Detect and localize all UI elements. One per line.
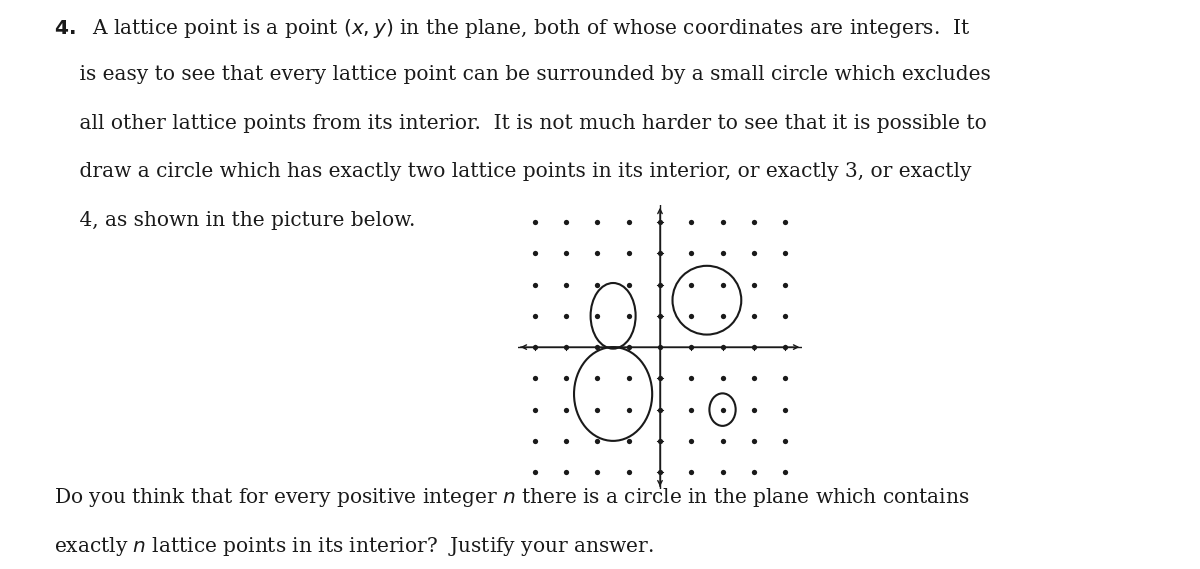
Text: 4, as shown in the picture below.: 4, as shown in the picture below. [54,211,415,229]
Text: $\mathbf{4.}$  A lattice point is a point $(x,y)$ in the plane, both of whose co: $\mathbf{4.}$ A lattice point is a point… [54,17,971,40]
Text: Do you think that for every positive integer $n$ there is a circle in the plane : Do you think that for every positive int… [54,486,970,509]
Text: draw a circle which has exactly two lattice points in its interior, or exactly 3: draw a circle which has exactly two latt… [54,162,972,181]
Text: exactly $n$ lattice points in its interior?  Justify your answer.: exactly $n$ lattice points in its interi… [54,535,654,558]
Text: all other lattice points from its interior.  It is not much harder to see that i: all other lattice points from its interi… [54,114,986,133]
Text: is easy to see that every lattice point can be surrounded by a small circle whic: is easy to see that every lattice point … [54,65,991,84]
